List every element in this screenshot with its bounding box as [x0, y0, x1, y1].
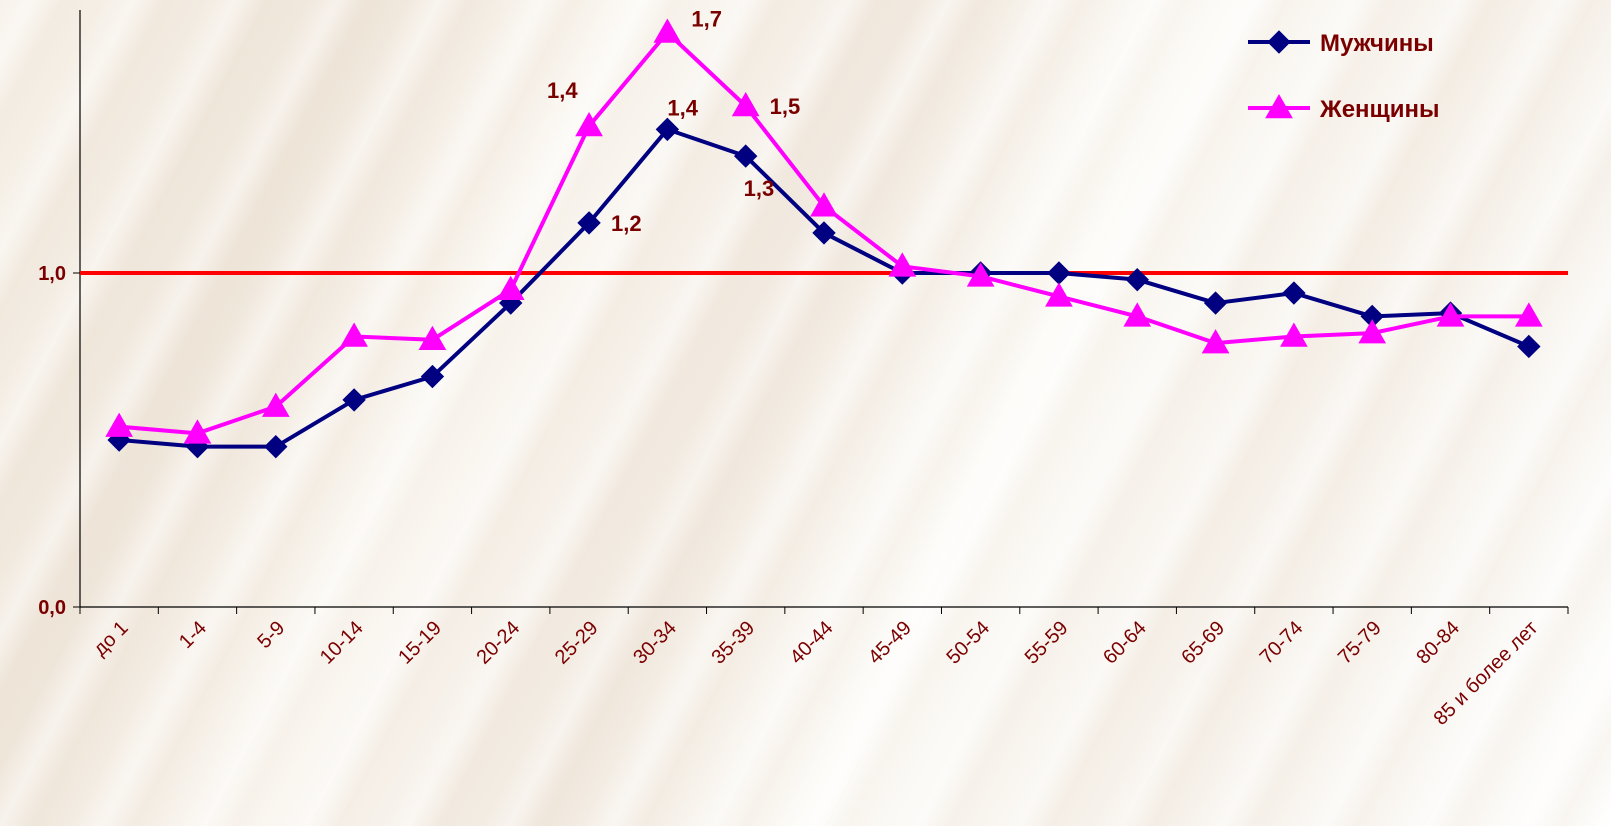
- data-point: [496, 275, 525, 300]
- x-tick-label: 30-34: [629, 617, 681, 669]
- data-point: [655, 117, 680, 142]
- x-tick-label: 45-49: [864, 617, 916, 669]
- data-point: [1123, 302, 1152, 327]
- data-point: [340, 322, 368, 347]
- x-tick-label: 15-19: [394, 617, 446, 669]
- x-tick-label: 80-84: [1412, 617, 1464, 669]
- data-point: [810, 192, 838, 217]
- series-men: [107, 117, 1541, 459]
- legend-entry: Женщины: [1248, 93, 1440, 123]
- legend: Мужчины Женщины: [1248, 30, 1440, 123]
- x-tick-label: 35-39: [707, 617, 759, 669]
- x-tick-label: 65-69: [1177, 617, 1229, 669]
- x-tick-label: 10-14: [316, 617, 368, 669]
- data-label: 1,3: [744, 176, 775, 201]
- data-label: 1,5: [770, 94, 801, 119]
- x-tick-label: 60-64: [1099, 617, 1151, 669]
- y-tick-label: 0,0: [38, 597, 66, 619]
- data-point: [342, 388, 366, 412]
- data-point: [420, 364, 445, 389]
- data-point: [1282, 281, 1306, 305]
- x-tick-label: 50-54: [942, 617, 994, 669]
- data-point: [261, 392, 290, 417]
- x-tick-label: 40-44: [786, 617, 838, 669]
- series-group: [105, 18, 1543, 459]
- data-point: [1201, 329, 1230, 354]
- y-tick-label: 1,0: [38, 263, 66, 285]
- x-tick-label: 5-9: [253, 617, 289, 653]
- data-point: [1047, 261, 1071, 285]
- x-tick-label: 75-79: [1334, 617, 1386, 669]
- data-point: [105, 412, 134, 437]
- x-tick-label: 20-24: [473, 617, 525, 669]
- series-line: [118, 127, 1530, 449]
- data-point: [1265, 93, 1293, 119]
- data-label: 1,2: [611, 211, 642, 236]
- x-tick-label: 1-4: [175, 617, 211, 653]
- data-label: 1,4: [547, 78, 578, 103]
- data-point: [653, 18, 682, 43]
- data-point: [1267, 30, 1291, 54]
- data-point: [1436, 302, 1465, 327]
- data-point: [1514, 302, 1543, 327]
- legend-entry: Мужчины: [1248, 30, 1434, 57]
- data-label: 1,4: [667, 95, 698, 120]
- data-point: [1045, 282, 1073, 307]
- data-point: [1517, 334, 1541, 359]
- data-point: [733, 144, 758, 168]
- series-women: [105, 18, 1543, 444]
- data-point: [966, 262, 995, 287]
- x-tick-label: 55-59: [1021, 617, 1073, 669]
- data-point: [812, 221, 836, 245]
- x-tick-label: до 1: [89, 617, 132, 660]
- data-point: [1358, 319, 1387, 344]
- data-point: [183, 419, 212, 444]
- data-point: [1280, 322, 1308, 347]
- data-point: [1203, 291, 1228, 315]
- data-point: [888, 252, 917, 277]
- data-point: [264, 434, 288, 459]
- data-point: [418, 325, 447, 351]
- data-point: [575, 112, 603, 137]
- data-point: [1125, 267, 1149, 292]
- legend-label: Мужчины: [1320, 30, 1434, 57]
- x-tick-label: 25-29: [551, 617, 603, 669]
- data-labels-group: 1,2 1,4 1,3 1,4 1,7 1,5: [547, 7, 800, 236]
- legend-label: Женщины: [1319, 96, 1440, 123]
- x-tick-label: 70-74: [1256, 617, 1308, 669]
- data-point: [577, 211, 601, 235]
- data-point: [731, 91, 760, 117]
- data-label: 1,7: [691, 7, 722, 32]
